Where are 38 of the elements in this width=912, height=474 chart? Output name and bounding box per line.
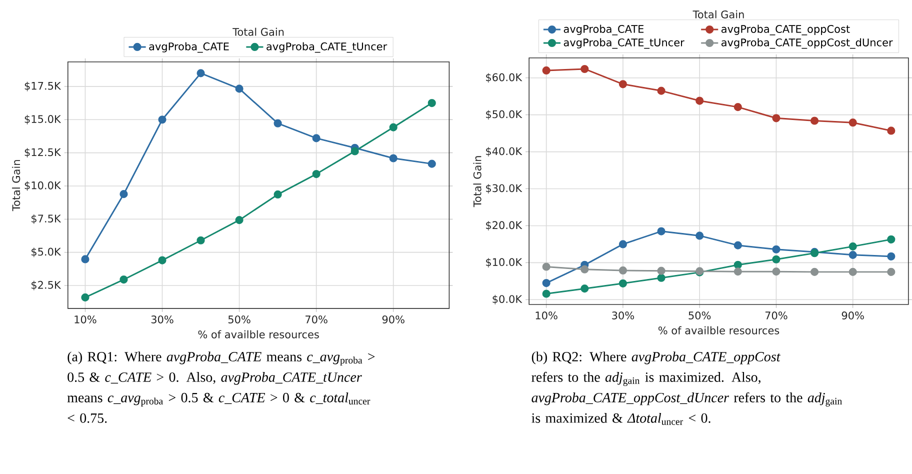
x-tick-label: 90% <box>382 315 404 324</box>
text: (a) RQ1: Where avgProba_CATE means c_avg$_{proba}$ > 0.5 & c_CATE > 0. Also, avgProba_CATE_tUncer means c_avg$_{proba}$ > 0.5 & c_CATE > 0 & c_total$_{uncer}$ < 0.75. <box>67 352 375 423</box>
y-tick-label: $0.0K <box>492 294 522 304</box>
legend-title: Total Gain <box>232 28 284 36</box>
y-tick-label: $50.0K <box>486 110 522 120</box>
y-tick-label: $20.0K <box>486 220 522 230</box>
text: (b) RQ2: Where avgProba_CATE_oppCost refers to the adj$_{gain}$ is maximized. Also, avgProba_CATE_oppCost_dUncer refers to the adj$_{gain}$ is maximized & Δtotal$_{uncer}$ < 0. <box>532 352 842 425</box>
x-tick-label: 70% <box>306 315 328 324</box>
legend-label: avgProba_CATE_oppCost_dUncer <box>721 38 893 49</box>
x-tick-label: 90% <box>842 311 864 320</box>
legend-label: avgProba_CATE_oppCost <box>721 24 850 36</box>
x-tick-label: 70% <box>765 311 788 320</box>
x-tick-label: 30% <box>151 315 174 324</box>
y-tick-label: $10.0K <box>486 258 522 268</box>
y-tick-label: $60.0K <box>486 73 522 83</box>
x-tick-label: 30% <box>612 311 634 320</box>
legend-label: avgProba_CATE <box>564 24 644 36</box>
x-axis-title: % of availble resources <box>198 330 319 338</box>
y-tick-label: $10.0K <box>24 181 62 191</box>
y-tick-label: $30.0K <box>486 184 522 194</box>
legend-label: avgProba_CATE_tUncer <box>266 42 388 53</box>
x-tick-label: 10% <box>74 315 96 324</box>
y-tick-label: $2.5K <box>32 280 62 290</box>
x-tick-label: 50% <box>688 311 711 320</box>
y-axis-title: Total Gain <box>473 156 482 208</box>
y-tick-label: $5.0K <box>32 248 62 257</box>
legend-label: avgProba_CATE_tUncer <box>564 38 684 49</box>
y-tick-label: $40.0K <box>486 146 522 156</box>
y-tick-label: $7.5K <box>32 214 62 224</box>
y-axis-title: Total Gain <box>12 160 20 212</box>
x-axis-title: % of availble resources <box>658 326 780 334</box>
y-tick-label: $15.0K <box>24 114 62 124</box>
legend-title: Total Gain <box>692 10 744 18</box>
y-tick-label: $12.5K <box>24 148 62 158</box>
x-tick-label: 50% <box>228 315 250 324</box>
legend-label: avgProba_CATE <box>149 42 229 53</box>
x-tick-label: 10% <box>536 311 558 320</box>
y-tick-label: $17.5K <box>24 82 62 92</box>
